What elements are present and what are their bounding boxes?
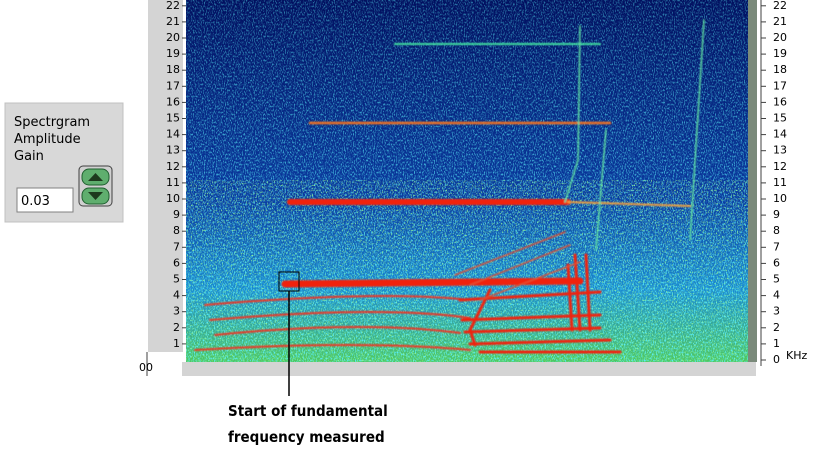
right-tick-label: 20 bbox=[773, 31, 787, 44]
right-tick-label: 14 bbox=[773, 128, 787, 141]
annotation-line: frequency measured bbox=[228, 428, 385, 446]
left-tick-label: 3 bbox=[173, 305, 180, 318]
right-tick-label: 1 bbox=[773, 337, 780, 350]
left-tick-label: 2 bbox=[173, 321, 180, 334]
left-tick-label: 10 bbox=[166, 192, 180, 205]
panel-label: Gain bbox=[14, 149, 44, 164]
unit-label: KHz bbox=[786, 349, 807, 362]
right-tick-label: 2 bbox=[773, 321, 780, 334]
left-tick-label: 4 bbox=[173, 289, 180, 302]
gain-spinner bbox=[79, 166, 112, 206]
right-tick-label: 12 bbox=[773, 160, 787, 173]
left-tick-label: 9 bbox=[173, 208, 180, 221]
left-tick-label: 8 bbox=[173, 224, 180, 237]
right-tick-label: 5 bbox=[773, 273, 780, 286]
left-tick-label: 6 bbox=[173, 256, 180, 269]
left-tick-label: 21 bbox=[166, 15, 180, 28]
harmonic bbox=[285, 281, 580, 284]
left-tick-label: 12 bbox=[166, 160, 180, 173]
left-tick-label: 18 bbox=[166, 63, 180, 76]
right-tick-label: 18 bbox=[773, 63, 787, 76]
left-tick-label: 1 bbox=[173, 337, 180, 350]
x-label-fragment: 00 bbox=[139, 361, 153, 374]
left-tick-label: 15 bbox=[166, 112, 180, 125]
right-tick-label: 15 bbox=[773, 112, 787, 125]
spectrogram bbox=[186, 0, 748, 362]
annotation-line: Start of fundamental bbox=[228, 402, 388, 420]
left-tick-label: 22 bbox=[166, 0, 180, 12]
left-tick-label: 16 bbox=[166, 95, 180, 108]
right-tick-label: 0 bbox=[773, 353, 780, 366]
right-tick-label: 21 bbox=[773, 15, 787, 28]
right-tick-label: 8 bbox=[773, 224, 780, 237]
right-tick-label: 3 bbox=[773, 305, 780, 318]
right-tick-label: 6 bbox=[773, 256, 780, 269]
left-tick-label: 17 bbox=[166, 79, 180, 92]
left-tick-label: 20 bbox=[166, 31, 180, 44]
gain-value: 0.03 bbox=[21, 194, 50, 209]
right-tick-label: 16 bbox=[773, 95, 787, 108]
right-tick-label: 9 bbox=[773, 208, 780, 221]
right-tick-label: 10 bbox=[773, 192, 787, 205]
bottom-strip bbox=[182, 362, 756, 376]
right-tick-label: 4 bbox=[773, 289, 780, 302]
right-tick-label: 7 bbox=[773, 240, 780, 253]
left-tick-label: 11 bbox=[166, 176, 180, 189]
panel-label: Amplitude bbox=[14, 132, 81, 147]
screen: 0.03 00 Start of fundamen bbox=[0, 0, 819, 460]
right-tick-label: 19 bbox=[773, 47, 787, 60]
right-tick-label: 22 bbox=[773, 0, 787, 12]
level-bar bbox=[748, 0, 757, 362]
left-tick-label: 19 bbox=[166, 47, 180, 60]
right-tick-label: 11 bbox=[773, 176, 787, 189]
left-tick-label: 13 bbox=[166, 144, 180, 157]
left-tick-label: 7 bbox=[173, 240, 180, 253]
panel-label: Spectrgram bbox=[14, 115, 90, 130]
right-tick-label: 13 bbox=[773, 144, 787, 157]
left-tick-label: 5 bbox=[173, 273, 180, 286]
left-tick-label: 14 bbox=[166, 128, 180, 141]
right-tick-label: 17 bbox=[773, 79, 787, 92]
